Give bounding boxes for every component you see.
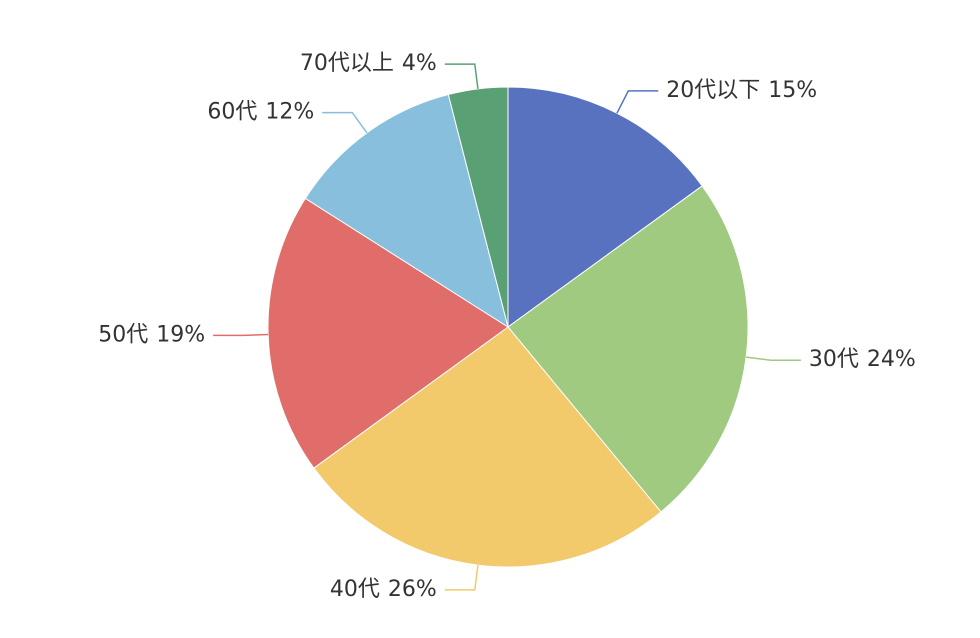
leader-line xyxy=(746,356,801,361)
category-label: 70代以上 xyxy=(300,51,394,76)
pie-slice xyxy=(507,185,749,513)
value-label: 26% xyxy=(388,577,437,602)
slice-label: 70代以上 4% xyxy=(300,51,437,76)
category-label: 60代 xyxy=(207,100,257,125)
value-label: 4% xyxy=(402,51,437,76)
value-label: 24% xyxy=(867,347,916,372)
leader-line xyxy=(444,63,479,89)
slice-label: 60代 12% xyxy=(207,100,314,125)
pie-slice xyxy=(313,326,662,568)
slice-label: 30代 24% xyxy=(809,347,916,372)
category-label: 50代 xyxy=(98,322,148,347)
value-label: 15% xyxy=(768,78,817,103)
pie-slice xyxy=(304,93,509,329)
category-label: 30代 xyxy=(809,347,859,372)
leader-line xyxy=(616,90,659,114)
pie-slice xyxy=(507,86,703,328)
slice-label: 50代 19% xyxy=(98,322,205,347)
pie-slice xyxy=(447,86,509,328)
category-label: 20代以下 xyxy=(666,78,760,103)
value-label: 19% xyxy=(156,322,205,347)
pie-slice xyxy=(267,197,509,469)
slice-label: 20代以下 15% xyxy=(666,78,817,103)
value-label: 12% xyxy=(265,100,314,125)
leader-line xyxy=(444,565,479,591)
leader-line xyxy=(213,333,269,337)
leader-line xyxy=(322,111,368,134)
category-label: 40代 xyxy=(330,577,380,602)
slice-label: 40代 26% xyxy=(330,577,437,602)
